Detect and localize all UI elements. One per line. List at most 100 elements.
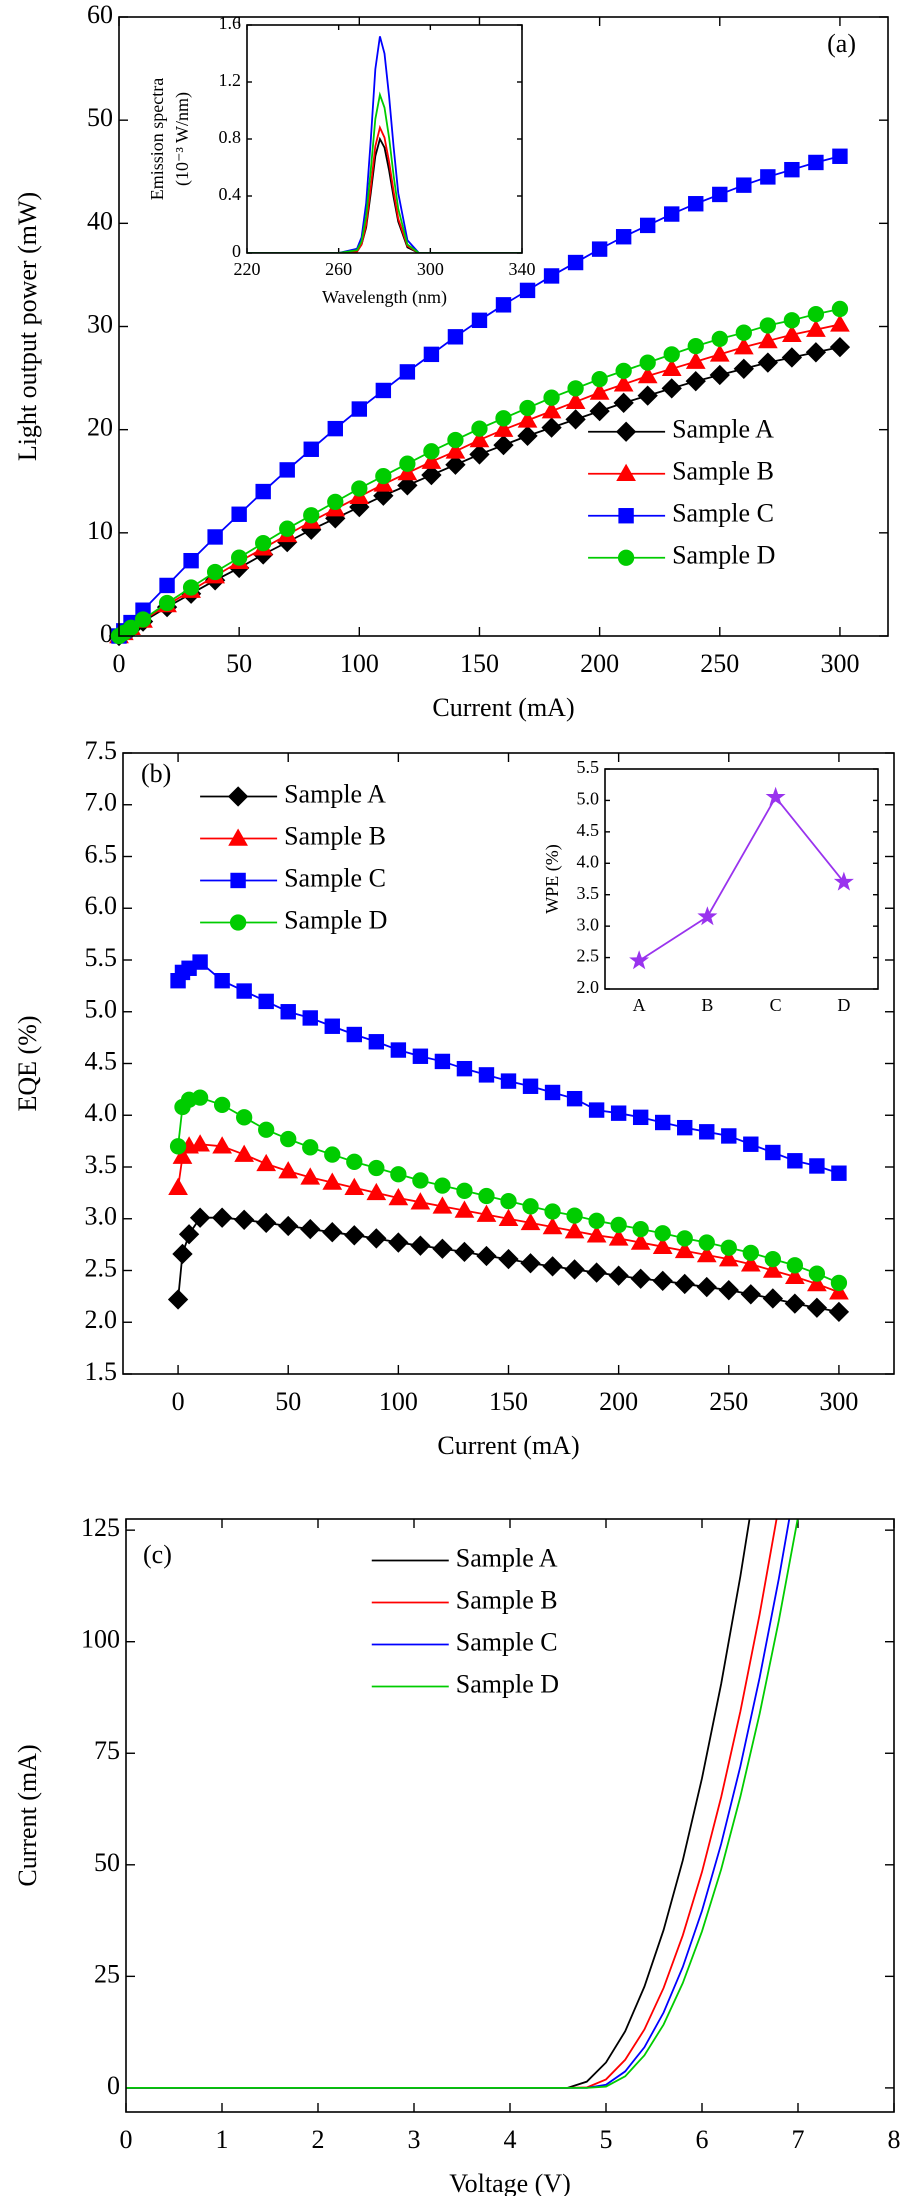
marker: [564, 1259, 585, 1280]
marker: [688, 196, 704, 212]
legend-label: Sample C: [672, 499, 774, 528]
x-axis-title: Current (mA): [437, 1431, 579, 1460]
y-tick-label: 5.0: [85, 995, 118, 1024]
legend-marker: [617, 549, 635, 566]
marker: [390, 1042, 407, 1058]
marker: [762, 1260, 783, 1278]
marker: [709, 364, 730, 386]
y-axis-title: (10⁻³ W/nm): [172, 92, 193, 186]
marker: [785, 1266, 805, 1284]
y-tick-label: 125: [81, 1513, 120, 1542]
marker: [368, 1159, 385, 1177]
marker: [322, 1172, 343, 1190]
marker: [469, 444, 490, 465]
marker: [471, 420, 488, 437]
marker: [784, 1293, 806, 1314]
marker: [454, 1241, 475, 1263]
marker: [327, 420, 343, 437]
panel-label: (a): [827, 29, 856, 58]
x-tick-label: 7: [792, 2125, 805, 2154]
x-tick-label: D: [837, 995, 850, 1015]
legend-marker: [228, 828, 248, 846]
marker: [831, 1165, 847, 1181]
y-tick-label: 1.5: [85, 1357, 118, 1386]
marker: [522, 1078, 539, 1094]
marker: [652, 1236, 673, 1254]
y-tick-label: 2.0: [85, 1305, 118, 1334]
marker: [375, 467, 392, 485]
marker: [432, 1238, 453, 1259]
marker: [565, 409, 586, 430]
marker: [189, 1207, 211, 1228]
marker: [808, 1265, 826, 1282]
marker: [302, 1139, 319, 1156]
y-tick-label: 7.5: [85, 736, 118, 765]
legend-label: Sample C: [456, 1627, 558, 1656]
y-tick-label: 0: [107, 2071, 120, 2100]
marker: [542, 1256, 563, 1277]
marker: [280, 1130, 297, 1148]
marker: [493, 434, 514, 456]
y-tick-label: 25: [94, 1959, 120, 1988]
x-tick-label: 4: [504, 2125, 517, 2154]
y-tick-label: 0: [100, 619, 113, 648]
marker: [423, 443, 440, 460]
marker: [765, 786, 786, 806]
y-tick-label: 3.5: [85, 1150, 118, 1179]
marker: [456, 1060, 473, 1077]
marker: [191, 1089, 209, 1106]
marker: [757, 330, 778, 349]
series-line: [638, 795, 845, 962]
x-tick-label: 0: [113, 649, 126, 678]
x-tick-label: 0: [120, 2125, 133, 2154]
marker: [743, 1136, 759, 1152]
marker: [300, 1218, 321, 1240]
marker: [421, 451, 442, 469]
marker: [390, 1166, 407, 1183]
x-tick-label: 150: [489, 1387, 528, 1416]
plot-frame: [125, 1518, 895, 2113]
marker: [469, 429, 490, 448]
marker: [733, 337, 754, 355]
marker: [495, 297, 512, 313]
panel-label: (c): [143, 1540, 172, 1569]
y-tick-label: 0.4: [219, 184, 242, 204]
marker: [829, 1282, 849, 1300]
marker: [685, 371, 706, 392]
x-tick-label: 300: [417, 259, 444, 279]
marker: [397, 475, 418, 496]
x-tick-label: 100: [379, 1387, 418, 1416]
marker: [476, 1204, 497, 1222]
x-tick-label: 260: [325, 259, 352, 279]
panel-label: (b): [141, 759, 171, 788]
y-tick-label: 5.0: [577, 789, 600, 809]
marker: [212, 1136, 232, 1154]
marker: [807, 305, 825, 323]
marker: [697, 906, 718, 926]
marker: [589, 382, 610, 400]
marker: [740, 1284, 761, 1305]
marker: [782, 324, 802, 343]
marker: [781, 347, 803, 368]
marker: [495, 410, 512, 427]
marker: [421, 464, 442, 486]
marker: [807, 1273, 827, 1292]
marker: [735, 324, 752, 341]
marker: [397, 462, 418, 481]
marker: [255, 483, 271, 500]
marker: [784, 161, 800, 178]
x-tick-label: 8: [888, 2125, 901, 2154]
legend-marker: [618, 508, 634, 524]
plot-frame: [122, 752, 895, 1375]
marker: [608, 1228, 629, 1246]
x-tick-label: 0: [172, 1387, 185, 1416]
marker: [493, 419, 514, 437]
marker: [517, 425, 538, 447]
legend-marker: [227, 786, 249, 807]
y-tick-label: 5.5: [577, 757, 600, 777]
x-tick-label: 150: [460, 649, 499, 678]
marker: [344, 1225, 365, 1246]
y-tick-label: 4.0: [577, 851, 600, 871]
marker: [639, 354, 656, 371]
